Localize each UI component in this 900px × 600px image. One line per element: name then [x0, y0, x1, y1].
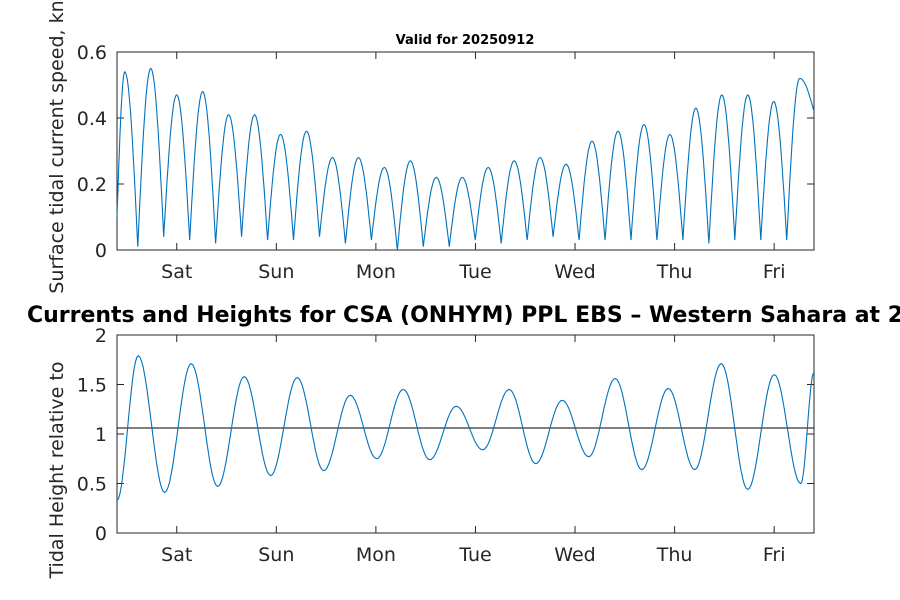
y-tick-label: 0.4: [77, 108, 107, 130]
x-tick-label-wed: Wed: [554, 261, 595, 283]
y-tick-label: 1.5: [77, 375, 107, 397]
tidal-height-series-line: [116, 355, 815, 501]
y-tick-label: 1: [95, 424, 107, 446]
tidal-height-ylabel: Tidal Height relative to: [46, 362, 68, 580]
y-tick-label: 2: [95, 325, 107, 347]
current-speed-ylabel: Surface tidal current speed, kn: [46, 0, 68, 293]
x-tick-label-wed: Wed: [554, 544, 595, 566]
axes-frame: [116, 51, 815, 251]
x-tick-label-fri: Fri: [763, 261, 786, 283]
current-speed-series-line: [116, 67, 815, 251]
x-tick-label-sat: Sat: [161, 261, 192, 283]
y-tick-label: 0.6: [77, 42, 107, 64]
x-tick-label-mon: Mon: [356, 261, 396, 283]
x-tick-label-sun: Sun: [258, 544, 294, 566]
current-speed-axes: Valid for 20250912 Surface tidal current…: [46, 0, 815, 294]
x-tick-label-tue: Tue: [458, 261, 491, 283]
x-tick-label-sun: Sun: [258, 261, 294, 283]
y-tick-label: 0.2: [77, 174, 107, 196]
x-tick-label-thu: Thu: [656, 544, 693, 566]
tidal-height-axes: Tidal Height relative to 0 0.5 1 1.5 2 Sat Sun…: [46, 325, 815, 580]
x-tick-label-mon: Mon: [356, 544, 396, 566]
x-tick-label-tue: Tue: [458, 544, 491, 566]
axes-frame: [116, 334, 815, 534]
x-tick-label-sat: Sat: [161, 544, 192, 566]
y-tick-label: 0.5: [77, 474, 107, 496]
x-tick-label-fri: Fri: [763, 544, 786, 566]
figure-main-title: Currents and Heights for CSA (ONHYM) PPL…: [27, 303, 900, 328]
current-speed-title: Valid for 20250912: [396, 33, 535, 48]
current-speed-plot-area: 0 0.2 0.4 0.6 Sat Sun Mon Tue Wed Thu Fri: [77, 42, 815, 283]
x-tick-label-thu: Thu: [656, 261, 693, 283]
y-tick-label: 0: [95, 240, 107, 262]
tidal-height-plot-area: 0 0.5 1 1.5 2 Sat Sun Mon Tue Wed Thu Fri: [77, 325, 815, 566]
y-tick-label: 0: [95, 523, 107, 545]
